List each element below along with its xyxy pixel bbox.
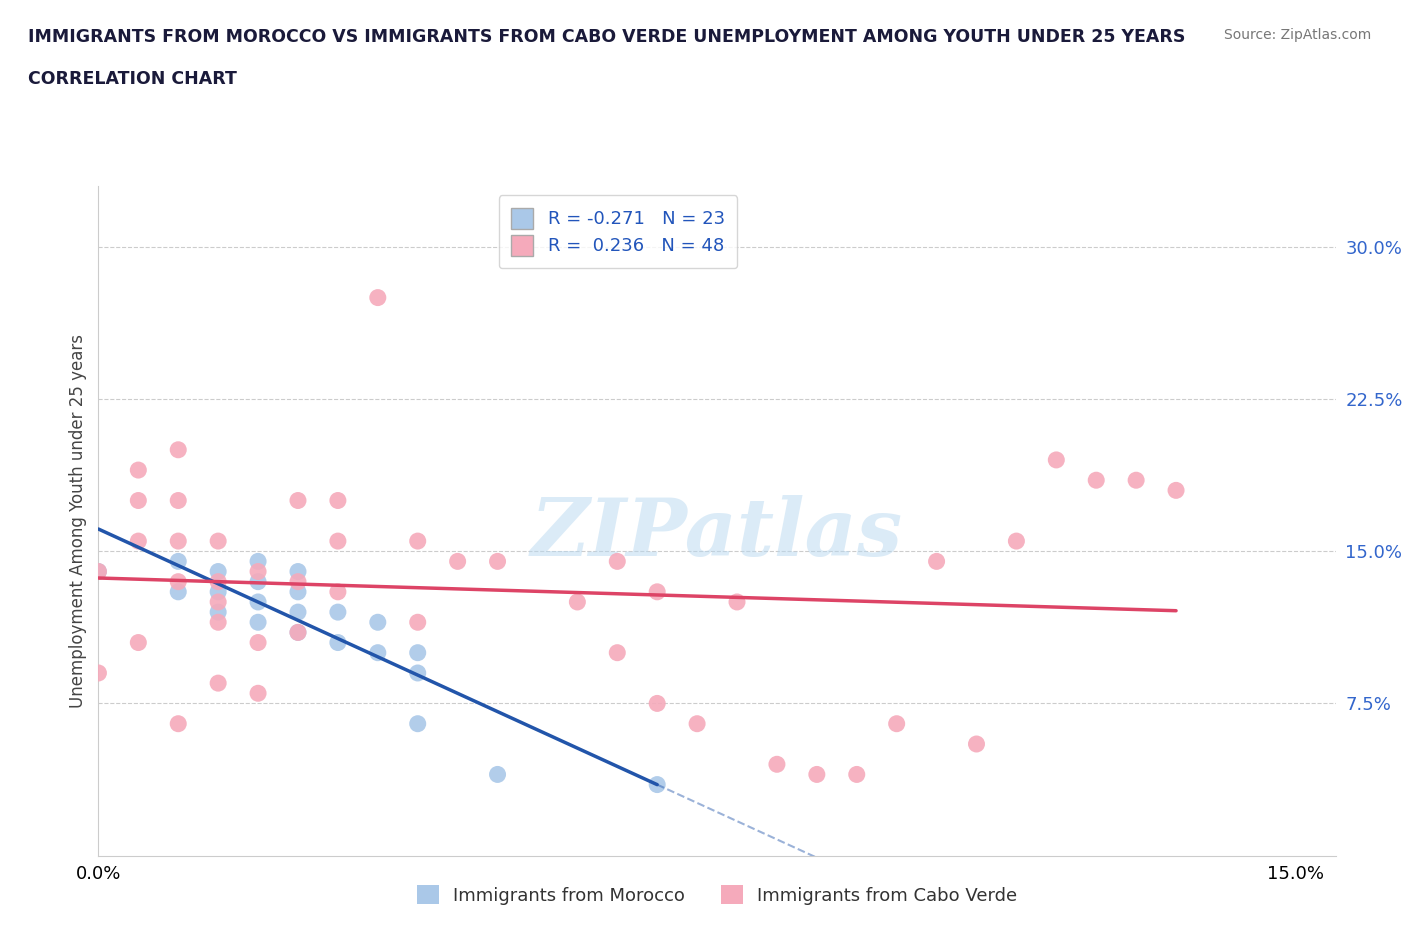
- Point: [207, 615, 229, 630]
- Point: [167, 534, 190, 549]
- Point: [486, 554, 509, 569]
- Point: [207, 604, 229, 619]
- Point: [207, 574, 229, 589]
- Point: [207, 565, 229, 579]
- Point: [606, 554, 628, 569]
- Point: [645, 777, 668, 792]
- Point: [406, 645, 429, 660]
- Point: [1085, 472, 1108, 487]
- Point: [1045, 453, 1067, 468]
- Point: [247, 635, 270, 650]
- Point: [645, 584, 668, 599]
- Point: [287, 493, 309, 508]
- Point: [725, 594, 748, 609]
- Legend: Immigrants from Morocco, Immigrants from Cabo Verde: Immigrants from Morocco, Immigrants from…: [408, 876, 1026, 913]
- Point: [87, 666, 110, 681]
- Point: [207, 594, 229, 609]
- Point: [326, 635, 349, 650]
- Point: [406, 666, 429, 681]
- Point: [207, 534, 229, 549]
- Text: IMMIGRANTS FROM MOROCCO VS IMMIGRANTS FROM CABO VERDE UNEMPLOYMENT AMONG YOUTH U: IMMIGRANTS FROM MOROCCO VS IMMIGRANTS FR…: [28, 28, 1185, 46]
- Point: [966, 737, 988, 751]
- Point: [127, 462, 149, 477]
- Point: [1164, 483, 1187, 498]
- Point: [446, 554, 468, 569]
- Point: [806, 767, 828, 782]
- Point: [247, 574, 270, 589]
- Point: [486, 767, 509, 782]
- Text: ZIPatlas: ZIPatlas: [531, 496, 903, 573]
- Point: [247, 554, 270, 569]
- Text: Source: ZipAtlas.com: Source: ZipAtlas.com: [1223, 28, 1371, 42]
- Point: [645, 696, 668, 711]
- Point: [127, 635, 149, 650]
- Point: [287, 574, 309, 589]
- Point: [406, 615, 429, 630]
- Point: [567, 594, 589, 609]
- Text: CORRELATION CHART: CORRELATION CHART: [28, 70, 238, 87]
- Point: [845, 767, 868, 782]
- Point: [207, 676, 229, 691]
- Point: [886, 716, 908, 731]
- Point: [686, 716, 709, 731]
- Point: [167, 554, 190, 569]
- Point: [326, 604, 349, 619]
- Point: [247, 615, 270, 630]
- Point: [87, 565, 110, 579]
- Point: [606, 645, 628, 660]
- Point: [287, 565, 309, 579]
- Point: [287, 584, 309, 599]
- Point: [87, 565, 110, 579]
- Point: [367, 615, 389, 630]
- Y-axis label: Unemployment Among Youth under 25 years: Unemployment Among Youth under 25 years: [69, 334, 87, 708]
- Point: [247, 685, 270, 700]
- Point: [925, 554, 948, 569]
- Point: [287, 625, 309, 640]
- Point: [367, 290, 389, 305]
- Point: [127, 534, 149, 549]
- Point: [367, 645, 389, 660]
- Point: [167, 716, 190, 731]
- Point: [247, 594, 270, 609]
- Point: [287, 604, 309, 619]
- Point: [326, 493, 349, 508]
- Point: [766, 757, 789, 772]
- Point: [127, 493, 149, 508]
- Point: [406, 716, 429, 731]
- Point: [207, 584, 229, 599]
- Point: [287, 625, 309, 640]
- Point: [167, 493, 190, 508]
- Point: [247, 565, 270, 579]
- Point: [1005, 534, 1028, 549]
- Point: [167, 584, 190, 599]
- Point: [167, 574, 190, 589]
- Point: [1125, 472, 1147, 487]
- Point: [326, 584, 349, 599]
- Point: [326, 534, 349, 549]
- Point: [406, 534, 429, 549]
- Point: [167, 443, 190, 458]
